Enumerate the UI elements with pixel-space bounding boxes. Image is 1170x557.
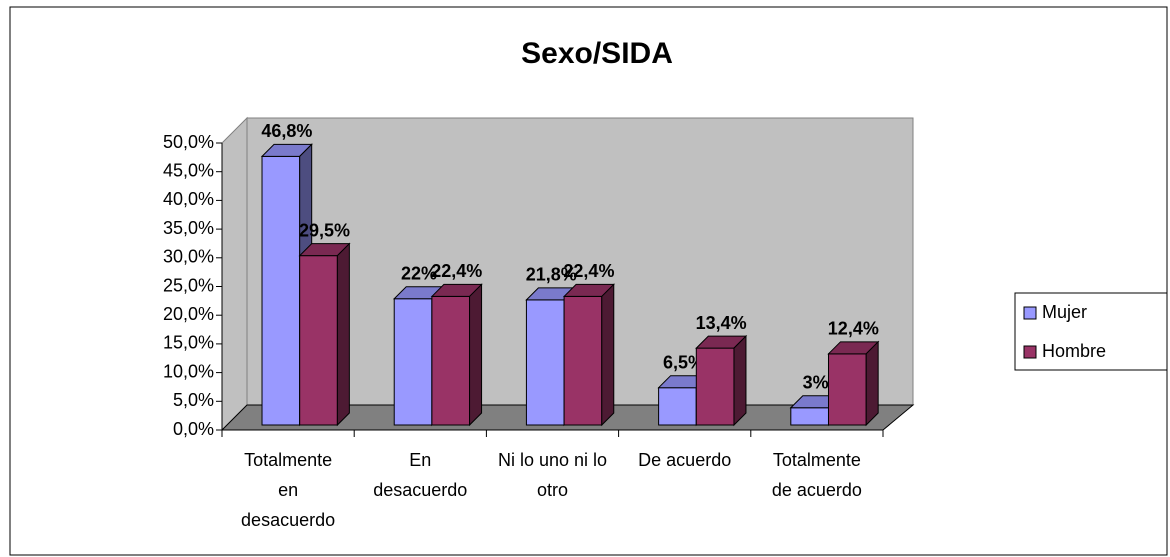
- y-tick-label: 45,0%: [163, 160, 214, 180]
- data-label: 22%: [401, 263, 437, 283]
- x-tick-label: Ni lo uno ni lo otro: [497, 450, 608, 500]
- bar: [299, 255, 338, 426]
- legend: [1014, 292, 1168, 371]
- y-tick-label: 50,0%: [163, 132, 214, 152]
- y-tick-label: 10,0%: [163, 361, 214, 381]
- legend-swatch: [1023, 306, 1037, 320]
- y-tick-label: 5,0%: [173, 390, 214, 410]
- data-label: 12,4%: [828, 319, 879, 339]
- data-label: 6,5%: [663, 352, 704, 372]
- bar: [658, 387, 697, 426]
- data-label: 29,5%: [299, 220, 350, 240]
- data-label: 22,4%: [431, 261, 482, 281]
- data-label: 13,4%: [696, 313, 747, 333]
- data-label: 21,8%: [526, 265, 577, 285]
- bar: [790, 407, 829, 426]
- y-tick-label: 30,0%: [163, 247, 214, 267]
- y-tick-label: 25,0%: [163, 275, 214, 295]
- x-tick-label: De acuerdo: [638, 450, 732, 470]
- y-tick-label: 15,0%: [163, 333, 214, 353]
- y-tick-label: 40,0%: [163, 189, 214, 209]
- y-tick-label: 20,0%: [163, 304, 214, 324]
- chart-title: Sexo/SIDA: [521, 37, 673, 70]
- legend-label: Mujer: [1042, 302, 1087, 322]
- bar-side: [733, 334, 747, 427]
- bar: [393, 298, 433, 426]
- bar: [261, 155, 301, 426]
- data-label: 46,8%: [261, 121, 312, 141]
- bar-side: [469, 283, 483, 427]
- x-tick-label: Totalmente de acuerdo: [771, 450, 862, 500]
- side-wall: [221, 116, 248, 432]
- bar: [431, 295, 471, 426]
- legend-label: Hombre: [1042, 341, 1106, 361]
- bar: [525, 299, 565, 426]
- y-tick-label: 35,0%: [163, 218, 214, 238]
- bar-side: [865, 340, 879, 427]
- y-tick-label: 0,0%: [173, 419, 214, 439]
- data-label: 3%: [803, 373, 829, 393]
- legend-swatch: [1023, 345, 1037, 359]
- bar-side: [601, 283, 615, 427]
- bar: [695, 347, 735, 426]
- data-label: 22,4%: [563, 261, 614, 281]
- bar-side: [336, 242, 350, 427]
- bar: [563, 295, 603, 426]
- x-tick-label: En desacuerdo: [373, 450, 468, 500]
- bar: [827, 353, 867, 426]
- x-tick-label: Totalmente en desacuerdo: [241, 450, 336, 530]
